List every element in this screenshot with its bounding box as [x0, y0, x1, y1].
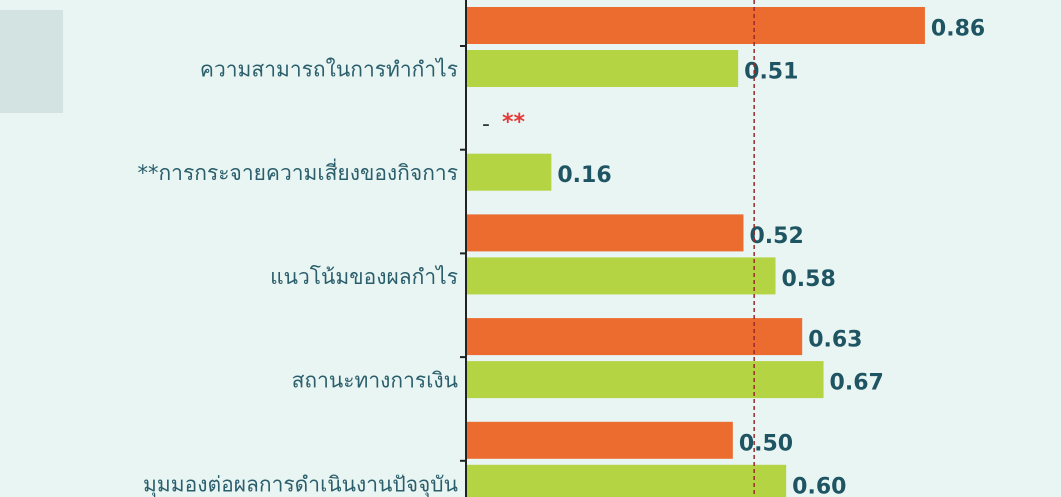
- category-label: มุมมองต่อผลการดำเนินงานปัจจุบัน: [143, 472, 458, 497]
- category-label: แนวโน้มของผลกำไร: [270, 265, 458, 289]
- bar: [466, 318, 803, 356]
- bar: [466, 464, 787, 497]
- value-label: 0.50: [739, 431, 793, 456]
- bar: [466, 257, 776, 295]
- category-label: สถานะทางการเงิน: [292, 369, 458, 393]
- annotation: **: [502, 110, 526, 135]
- value-label: -: [482, 112, 490, 137]
- value-label: 0.63: [808, 328, 862, 353]
- bar: [466, 214, 744, 252]
- value-label: 0.51: [744, 60, 798, 85]
- value-label: 0.58: [782, 267, 836, 292]
- panel-box: [0, 10, 63, 113]
- value-label: 0.16: [557, 163, 611, 188]
- category-label: ความสามารถในการทำกำไร: [200, 58, 458, 82]
- bar: [466, 361, 824, 399]
- bar: [466, 50, 739, 87]
- category-label: **การกระจายความเสี่ยงของกิจการ: [137, 158, 458, 185]
- bar: [466, 7, 925, 44]
- bar: [466, 153, 552, 191]
- value-label: 0.60: [792, 474, 846, 497]
- value-label: 0.86: [931, 17, 985, 42]
- value-label: 0.52: [749, 224, 803, 249]
- bar: [466, 421, 733, 459]
- value-label: 0.67: [830, 371, 884, 396]
